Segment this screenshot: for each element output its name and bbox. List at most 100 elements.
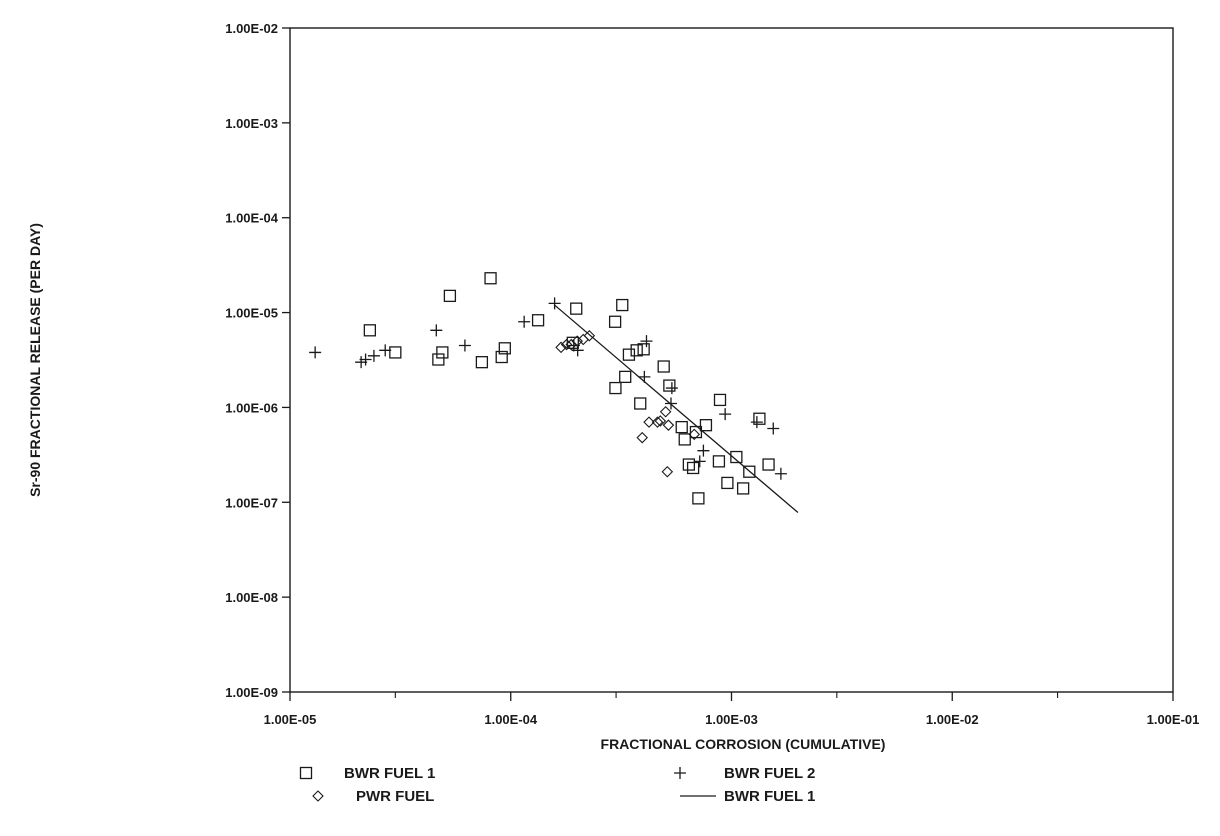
series-line	[554, 304, 799, 514]
data-point-square	[675, 420, 688, 434]
y-tick-label: 1.00E-08	[225, 590, 278, 605]
y-axis: 1.00E-09 1.00E-08 1.00E-07 1.00E-06 1.00E-05…	[225, 21, 290, 700]
data-point-diamond	[651, 416, 664, 428]
data-point-plus	[697, 444, 710, 457]
legend-diamond-symbol	[312, 790, 324, 802]
legend-item: BWR FUEL 2	[674, 765, 815, 782]
data-point-plus	[750, 416, 763, 429]
y-tick-label: 1.00E-03	[225, 116, 278, 131]
legend-item: PWR FUEL	[312, 788, 434, 805]
legend-square-symbol	[299, 766, 313, 780]
series-square	[363, 272, 775, 505]
data-point-plus	[719, 408, 732, 421]
data-point-square	[686, 461, 700, 475]
legend: BWR FUEL 1 BWR FUEL 2 PWR FUEL BWR FUEL 1	[299, 765, 815, 805]
data-point-square	[630, 344, 643, 357]
data-point-square	[389, 346, 402, 359]
data-point-diamond	[688, 428, 701, 441]
data-point-square	[637, 343, 650, 356]
series-diamond	[555, 329, 701, 478]
data-point-square	[495, 350, 508, 364]
data-point-diamond	[659, 405, 672, 418]
data-point-plus	[430, 324, 443, 337]
x-tick-label: 1.00E-01	[1147, 712, 1200, 727]
data-point-diamond	[555, 341, 567, 354]
data-point-plus	[367, 349, 380, 362]
data-point-diamond	[583, 329, 596, 342]
series-plus	[309, 297, 787, 480]
x-tick-label: 1.00E-03	[705, 712, 758, 727]
x-tick-label: 1.00E-02	[926, 712, 979, 727]
legend-item: BWR FUEL 1	[680, 788, 815, 805]
data-point-square	[484, 272, 497, 285]
y-tick-label: 1.00E-07	[225, 495, 278, 510]
data-point-square	[663, 379, 676, 392]
data-point-square	[736, 482, 750, 495]
y-axis-title: Sr-90 FRACTIONAL RELEASE (PER DAY)	[27, 223, 43, 497]
data-point-square	[730, 450, 743, 464]
data-point-plus	[640, 335, 653, 348]
y-tick-label: 1.00E-09	[225, 685, 278, 700]
data-point-square	[634, 397, 647, 410]
data-point-square	[678, 433, 691, 446]
data-point-square	[712, 455, 726, 468]
legend-label: BWR FUEL 1	[724, 788, 815, 805]
data-point-square	[743, 465, 756, 478]
x-axis: 1.00E-05 1.00E-04 1.00E-03 1.00E-02 1.00E-01	[264, 692, 1200, 727]
data-point-square	[531, 314, 545, 327]
data-point-plus	[458, 339, 471, 352]
data-point-square	[608, 315, 622, 328]
plot-frame	[289, 27, 1174, 693]
data-point-plus	[767, 422, 780, 435]
data-point-square	[692, 492, 705, 505]
data-point-square	[475, 356, 489, 369]
data-point-plus	[359, 353, 372, 366]
y-tick-label: 1.00E-06	[225, 400, 278, 415]
data-point-square	[570, 302, 583, 315]
x-tick-label: 1.00E-05	[264, 712, 317, 727]
y-tick-label: 1.00E-05	[225, 306, 278, 321]
data-point-square	[432, 353, 445, 366]
y-tick-label: 1.00E-02	[225, 21, 278, 36]
data-point-diamond	[661, 465, 674, 478]
y-tick-label: 1.00E-04	[225, 211, 279, 226]
data-point-square	[436, 346, 449, 359]
fit-line	[554, 304, 799, 514]
legend-label: PWR FUEL	[356, 788, 434, 805]
data-point-square	[622, 348, 636, 361]
data-point-square	[498, 342, 511, 355]
data-point-square	[619, 370, 632, 384]
data-point-square	[363, 324, 377, 337]
data-point-diamond	[654, 415, 667, 427]
data-point-plus	[518, 315, 531, 328]
legend-label: BWR FUEL 1	[344, 765, 435, 782]
data-point-square	[713, 393, 727, 407]
x-axis-title: FRACTIONAL CORROSION (CUMULATIVE)	[601, 736, 886, 752]
data-point-square	[762, 458, 775, 471]
data-point-diamond	[662, 419, 675, 431]
legend-label: BWR FUEL 2	[724, 765, 815, 782]
data-point-diamond	[560, 338, 573, 351]
data-point-plus	[665, 382, 678, 395]
data-point-plus	[693, 455, 706, 468]
data-points	[309, 272, 799, 514]
data-point-square	[682, 458, 696, 471]
plot-area	[289, 27, 1174, 693]
data-point-diamond	[636, 431, 648, 444]
x-tick-label: 1.00E-04	[484, 712, 538, 727]
data-point-plus	[379, 344, 392, 357]
data-point-plus	[309, 346, 322, 359]
data-point-square	[616, 298, 629, 312]
data-point-diamond	[571, 335, 583, 347]
legend-item: BWR FUEL 1	[299, 765, 435, 782]
legend-plus-symbol	[674, 767, 686, 779]
data-point-plus	[774, 467, 787, 480]
data-point-square	[753, 412, 766, 425]
data-point-diamond	[643, 416, 655, 428]
data-point-square	[721, 476, 734, 490]
data-point-square	[657, 360, 670, 373]
data-point-square	[699, 419, 713, 432]
data-point-square	[443, 289, 457, 303]
data-point-plus	[548, 297, 561, 310]
